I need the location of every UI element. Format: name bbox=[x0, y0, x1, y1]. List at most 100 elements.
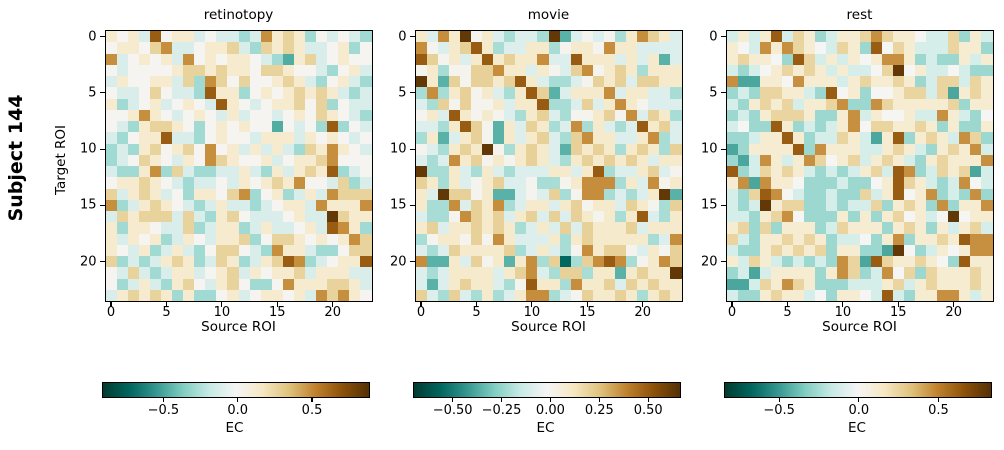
heatmap-cell bbox=[581, 76, 594, 88]
heatmap-cell bbox=[282, 121, 295, 133]
heatmap-cell bbox=[859, 143, 872, 156]
heatmap-cell bbox=[338, 289, 350, 301]
heatmap-cell bbox=[892, 121, 905, 133]
heatmap-cell bbox=[981, 278, 993, 291]
heatmap-cell bbox=[249, 278, 262, 291]
heatmap-cell bbox=[470, 109, 483, 122]
heatmap-cell bbox=[482, 64, 494, 77]
heatmap-cell bbox=[759, 53, 772, 66]
heatmap-cell bbox=[437, 143, 450, 156]
heatmap-cell bbox=[149, 109, 162, 122]
heatmap-cell bbox=[172, 166, 184, 178]
heatmap-cell bbox=[127, 98, 140, 111]
heatmap-cell bbox=[183, 278, 195, 291]
heatmap-cell bbox=[305, 222, 317, 235]
heatmap-cell bbox=[659, 278, 671, 291]
heatmap-cell bbox=[271, 42, 284, 55]
heatmap-cell bbox=[648, 64, 660, 77]
heatmap-cell bbox=[459, 199, 472, 212]
heatmap-cell bbox=[870, 166, 883, 178]
heatmap-cell bbox=[338, 177, 350, 190]
heatmap-cell bbox=[448, 267, 461, 280]
heatmap-cell bbox=[238, 188, 251, 201]
heatmap-cell bbox=[526, 222, 538, 235]
heatmap-cell bbox=[138, 211, 151, 223]
heatmap-cell bbox=[437, 31, 450, 43]
heatmap-cell bbox=[470, 64, 483, 77]
heatmap-cell bbox=[626, 132, 638, 145]
heatmap-cell bbox=[881, 121, 894, 133]
heatmap-cell bbox=[238, 199, 251, 212]
heatmap-cell bbox=[870, 53, 883, 66]
colorbar-tick-label: −0.50 bbox=[432, 403, 473, 418]
heatmap-cell bbox=[981, 98, 993, 111]
heatmap-cell bbox=[781, 87, 794, 100]
heatmap-cell bbox=[770, 222, 783, 235]
heatmap-cell bbox=[470, 121, 483, 133]
heatmap-cell bbox=[548, 211, 561, 223]
heatmap-cell bbox=[892, 53, 905, 66]
heatmap-cell bbox=[793, 64, 805, 77]
heatmap-cell bbox=[149, 132, 162, 145]
heatmap-cell bbox=[837, 98, 849, 111]
colorbar-label: EC bbox=[536, 420, 555, 436]
heatmap-cell bbox=[426, 87, 439, 100]
heatmap-cell bbox=[670, 64, 682, 77]
heatmap-cell bbox=[482, 31, 494, 43]
heatmap-cell bbox=[914, 132, 927, 145]
heatmap-cell bbox=[105, 121, 118, 133]
heatmap-cell bbox=[116, 211, 129, 223]
heatmap-cell bbox=[770, 188, 783, 201]
heatmap-cell bbox=[615, 233, 627, 246]
heatmap-cell bbox=[748, 211, 761, 223]
heatmap-cell bbox=[781, 166, 794, 178]
heatmap-cell bbox=[559, 233, 572, 246]
heatmap-cell bbox=[338, 267, 350, 280]
heatmap-cell bbox=[160, 98, 173, 111]
heatmap-cell bbox=[105, 289, 118, 301]
heatmap-cell bbox=[981, 132, 993, 145]
x-tick-label: 20 bbox=[945, 305, 962, 320]
heatmap-cell bbox=[848, 132, 861, 145]
heatmap-cell bbox=[127, 121, 140, 133]
heatmap-cell bbox=[216, 154, 228, 167]
heatmap-cell bbox=[249, 64, 262, 77]
heatmap-cell bbox=[249, 199, 262, 212]
heatmap-cell bbox=[626, 211, 638, 223]
heatmap-cell bbox=[837, 177, 849, 190]
heatmap-cell bbox=[637, 278, 649, 291]
heatmap-cell bbox=[183, 64, 195, 77]
heatmap-cell bbox=[493, 256, 505, 268]
heatmap-cell bbox=[937, 42, 949, 55]
heatmap-cell bbox=[238, 154, 251, 167]
heatmap-cell bbox=[482, 154, 494, 167]
heatmap-cell bbox=[870, 154, 883, 167]
heatmap-cell bbox=[581, 233, 594, 246]
y-tick-label: 20 bbox=[79, 254, 97, 270]
heatmap-cell bbox=[837, 109, 849, 122]
heatmap-cell bbox=[903, 143, 916, 156]
heatmap-cell bbox=[626, 267, 638, 280]
heatmap-cell bbox=[948, 256, 960, 268]
heatmap-cell bbox=[249, 166, 262, 178]
heatmap-cell bbox=[238, 87, 251, 100]
heatmap-cell bbox=[305, 154, 317, 167]
heatmap-cell bbox=[581, 278, 594, 291]
heatmap-cell bbox=[160, 222, 173, 235]
heatmap-cell bbox=[160, 289, 173, 301]
heatmap-cell bbox=[415, 98, 428, 111]
heatmap-cell bbox=[592, 98, 605, 111]
heatmap-cell bbox=[105, 211, 118, 223]
heatmap-cell bbox=[482, 132, 494, 145]
heatmap-cell bbox=[216, 256, 228, 268]
x-tick-mark bbox=[531, 302, 533, 307]
heatmap-cell bbox=[826, 87, 838, 100]
heatmap-cell bbox=[848, 154, 861, 167]
heatmap-cell bbox=[305, 143, 317, 156]
heatmap-cell bbox=[603, 267, 616, 280]
heatmap-cell bbox=[160, 188, 173, 201]
heatmap-cell bbox=[537, 278, 550, 291]
heatmap-cell bbox=[937, 76, 949, 88]
heatmap-cell bbox=[227, 109, 240, 122]
heatmap-cell bbox=[504, 267, 516, 280]
